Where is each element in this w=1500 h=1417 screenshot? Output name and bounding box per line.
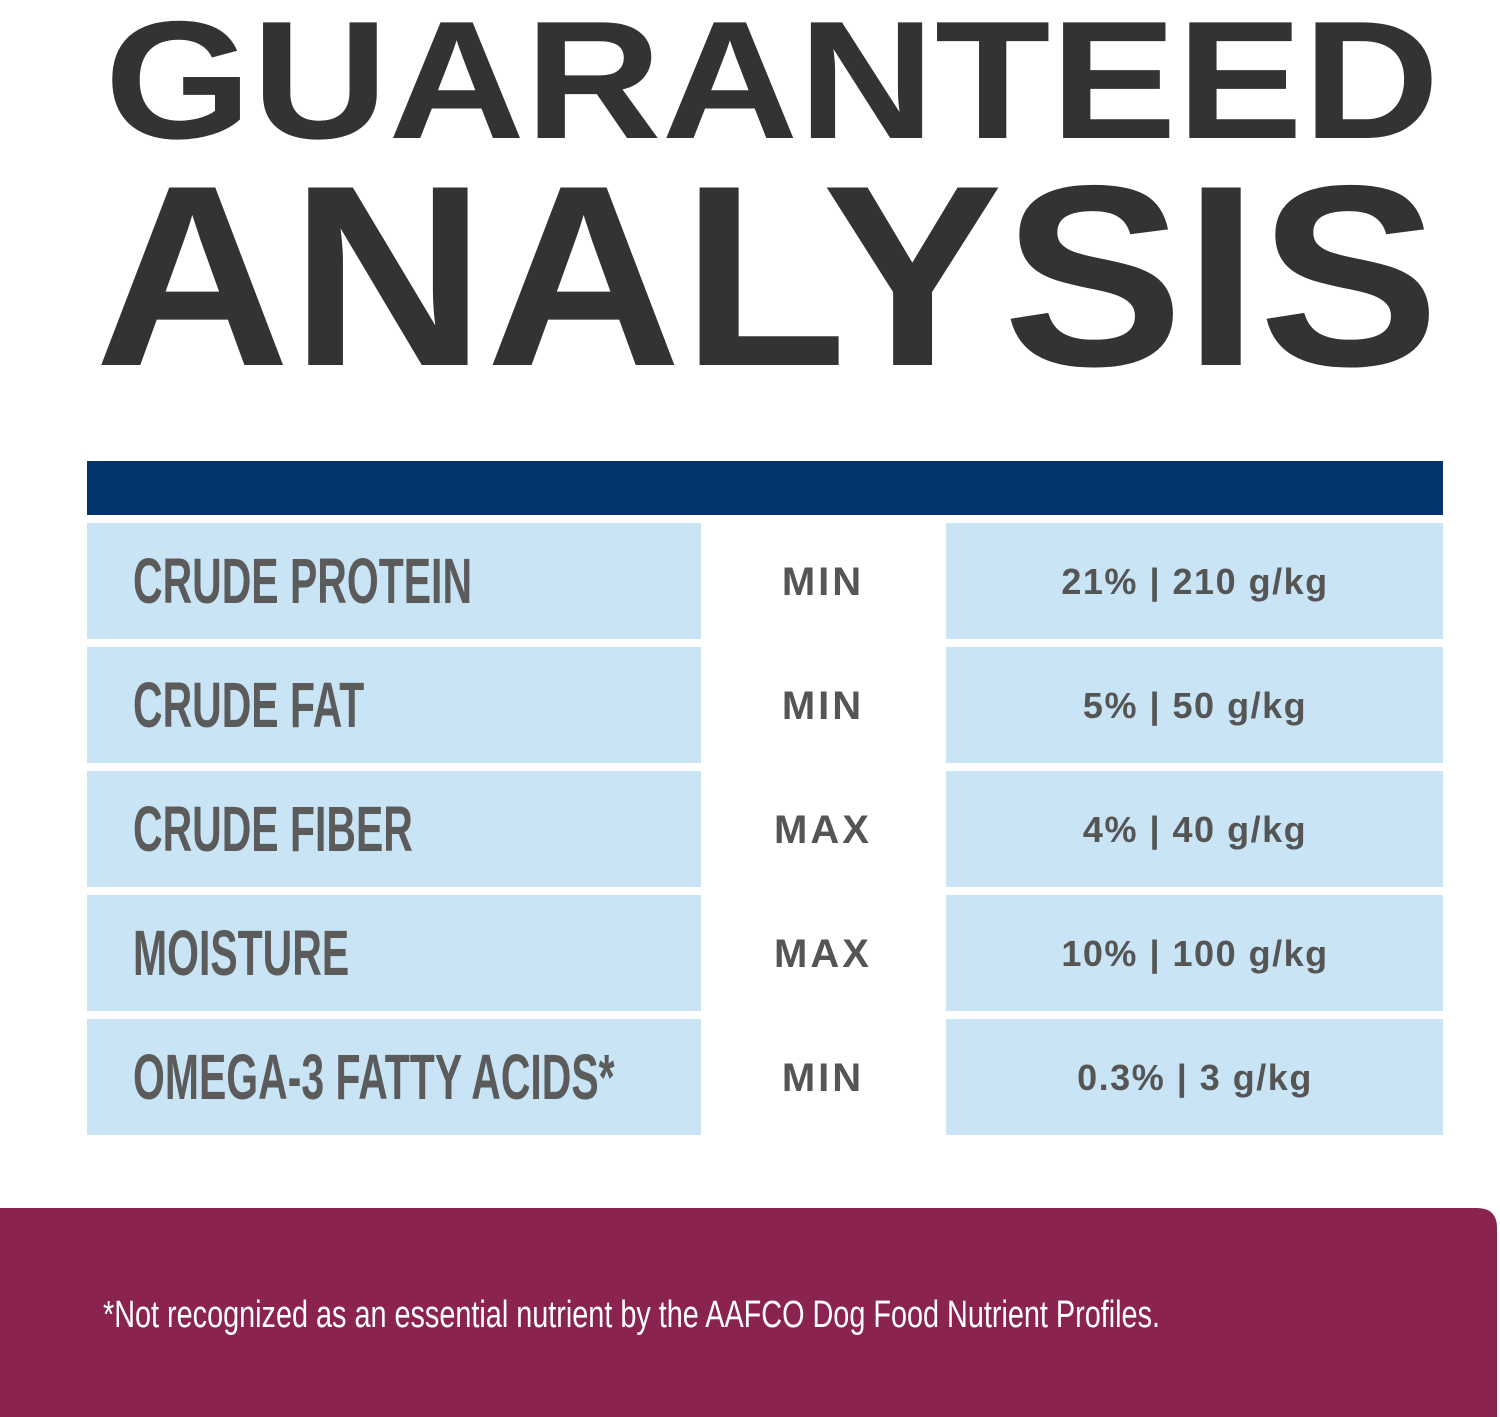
name-group: CRUDE PROTEIN (133, 546, 472, 617)
name-cell (87, 1019, 701, 1135)
qualifier: MIN (782, 560, 864, 604)
table-header-bar (87, 461, 1443, 515)
title-line-1: GUARANTEED (105, 0, 1440, 174)
name-group: OMEGA-3 FATTY ACIDS* (133, 1042, 615, 1113)
name-group: MOISTURE (133, 918, 349, 989)
qualifier: MIN (782, 1056, 864, 1100)
amount: 10% | 100 g/kg (1061, 933, 1328, 975)
value-cell (946, 523, 1443, 639)
name-cell (87, 523, 701, 639)
name-cell (87, 771, 701, 887)
name-cell (87, 895, 701, 1011)
name-group: CRUDE FAT (133, 670, 364, 741)
nutrient-name: MOISTURE (133, 918, 349, 989)
name-group: CRUDE FIBER (133, 794, 413, 865)
value-cell (946, 895, 1443, 1011)
amount: 4% | 40 g/kg (1083, 809, 1307, 851)
footer-band (0, 1208, 1497, 1417)
footnote: *Not recognized as an essential nutrient… (103, 1294, 1160, 1336)
amount: 21% | 210 g/kg (1061, 561, 1328, 603)
nutrient-name: OMEGA-3 FATTY ACIDS* (133, 1042, 615, 1113)
nutrient-name: CRUDE PROTEIN (133, 546, 472, 617)
amount: 0.3% | 3 g/kg (1077, 1057, 1313, 1099)
qualifier: MAX (774, 808, 872, 852)
value-cell (946, 1019, 1443, 1135)
amount: 5% | 50 g/kg (1083, 685, 1307, 727)
nutrient-name: CRUDE FAT (133, 670, 364, 741)
qualifier: MIN (782, 684, 864, 728)
table: CRUDE PROTEIN MIN 21% | 210 g/kg CRUDE FAT M… (87, 523, 1443, 1135)
qualifier: MAX (774, 932, 872, 976)
nutrient-name: CRUDE FIBER (133, 794, 413, 865)
title-line-2: ANALYSIS (95, 131, 1440, 420)
name-cell (87, 647, 701, 763)
value-cell (946, 771, 1443, 887)
value-cell (946, 647, 1443, 763)
